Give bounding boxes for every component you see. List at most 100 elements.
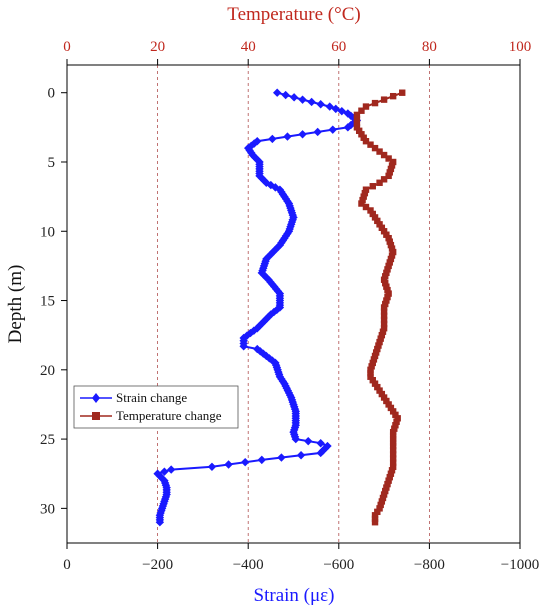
- data-point: [389, 408, 397, 415]
- data-point: [385, 234, 392, 242]
- data-point: [360, 193, 367, 200]
- data-point: [247, 141, 256, 151]
- y-tick-label: 0: [48, 86, 56, 102]
- data-point: [369, 183, 376, 190]
- legend-label-temperature: Temperature change: [116, 408, 222, 423]
- data-point: [316, 100, 325, 109]
- data-point: [378, 331, 386, 339]
- data-point: [383, 297, 390, 304]
- top-tick-label: 100: [509, 39, 532, 55]
- data-point: [371, 352, 379, 360]
- data-point: [362, 138, 370, 145]
- data-point: [376, 148, 383, 155]
- data-point: [371, 144, 379, 152]
- data-point: [353, 115, 361, 123]
- data-point: [246, 328, 255, 338]
- data-point: [281, 90, 290, 100]
- data-point: [387, 470, 395, 477]
- data-point: [328, 125, 337, 134]
- data-point: [388, 467, 396, 474]
- data-point: [367, 373, 374, 380]
- data-point: [376, 179, 383, 186]
- top-tick-label: 40: [241, 39, 256, 55]
- data-point: [380, 96, 388, 103]
- data-point: [298, 95, 307, 104]
- data-point: [380, 308, 388, 315]
- data-point: [372, 349, 380, 356]
- data-point: [358, 131, 365, 138]
- data-point: [239, 342, 248, 351]
- data-point: [368, 363, 375, 370]
- data-point: [380, 176, 388, 183]
- top-tick-label: 60: [331, 39, 346, 55]
- data-point: [160, 467, 169, 476]
- data-point: [255, 321, 264, 331]
- data-point: [369, 359, 376, 367]
- data-point: [389, 439, 397, 446]
- data-point: [377, 501, 384, 509]
- data-point: [313, 127, 322, 137]
- data-point: [380, 304, 388, 311]
- data-point: [375, 342, 382, 349]
- data-point: [383, 484, 390, 491]
- data-point: [380, 491, 388, 498]
- data-point: [240, 457, 250, 467]
- data-point: [382, 280, 389, 287]
- data-point: [376, 221, 383, 228]
- data-point: [380, 320, 388, 328]
- data-point: [268, 134, 277, 144]
- data-point: [369, 377, 376, 384]
- data-point: [316, 448, 325, 458]
- data-point: [374, 383, 381, 391]
- legend-marker-strain: [92, 393, 100, 403]
- data-point: [392, 411, 399, 419]
- top-tick-label: 20: [150, 39, 165, 55]
- data-point: [384, 286, 391, 294]
- data-point: [382, 487, 389, 495]
- data-point: [370, 356, 378, 363]
- data-point: [380, 312, 388, 319]
- data-point: [371, 519, 379, 526]
- data-point: [389, 158, 397, 166]
- y-tick-label: 30: [40, 501, 55, 517]
- bottom-tick-label: −1000: [501, 557, 539, 573]
- data-point: [380, 394, 388, 401]
- data-point: [291, 434, 300, 444]
- data-point: [393, 418, 400, 425]
- data-point: [386, 169, 393, 176]
- data-point: [353, 124, 361, 131]
- data-point: [378, 498, 386, 505]
- data-point: [389, 455, 397, 462]
- data-point: [283, 132, 292, 141]
- data-point: [384, 293, 391, 301]
- data-point: [371, 380, 379, 387]
- data-point: [362, 186, 370, 193]
- y-axis-title: Depth (m): [5, 265, 26, 344]
- data-point: [374, 345, 381, 353]
- data-point: [371, 512, 379, 519]
- data-point: [389, 435, 397, 443]
- data-point: [386, 473, 393, 481]
- data-point: [307, 97, 316, 107]
- data-point: [376, 338, 383, 346]
- y-tick-label: 20: [40, 363, 55, 379]
- data-point: [380, 325, 388, 332]
- data-point: [369, 210, 376, 218]
- data-point: [374, 508, 381, 516]
- legend-box: [73, 385, 239, 429]
- data-point: [384, 480, 391, 488]
- data-point: [389, 92, 397, 100]
- data-point: [380, 151, 388, 159]
- data-point: [389, 463, 397, 470]
- bottom-tick-label: −600: [323, 557, 354, 573]
- data-point: [378, 390, 386, 398]
- data-point: [387, 404, 395, 412]
- data-point: [376, 387, 383, 394]
- legend: Strain change Temperature change: [73, 385, 239, 429]
- data-point: [382, 300, 389, 308]
- data-point: [394, 415, 401, 422]
- data-point: [388, 245, 396, 252]
- data-point: [361, 189, 369, 197]
- bottom-tick-label: −800: [414, 557, 445, 573]
